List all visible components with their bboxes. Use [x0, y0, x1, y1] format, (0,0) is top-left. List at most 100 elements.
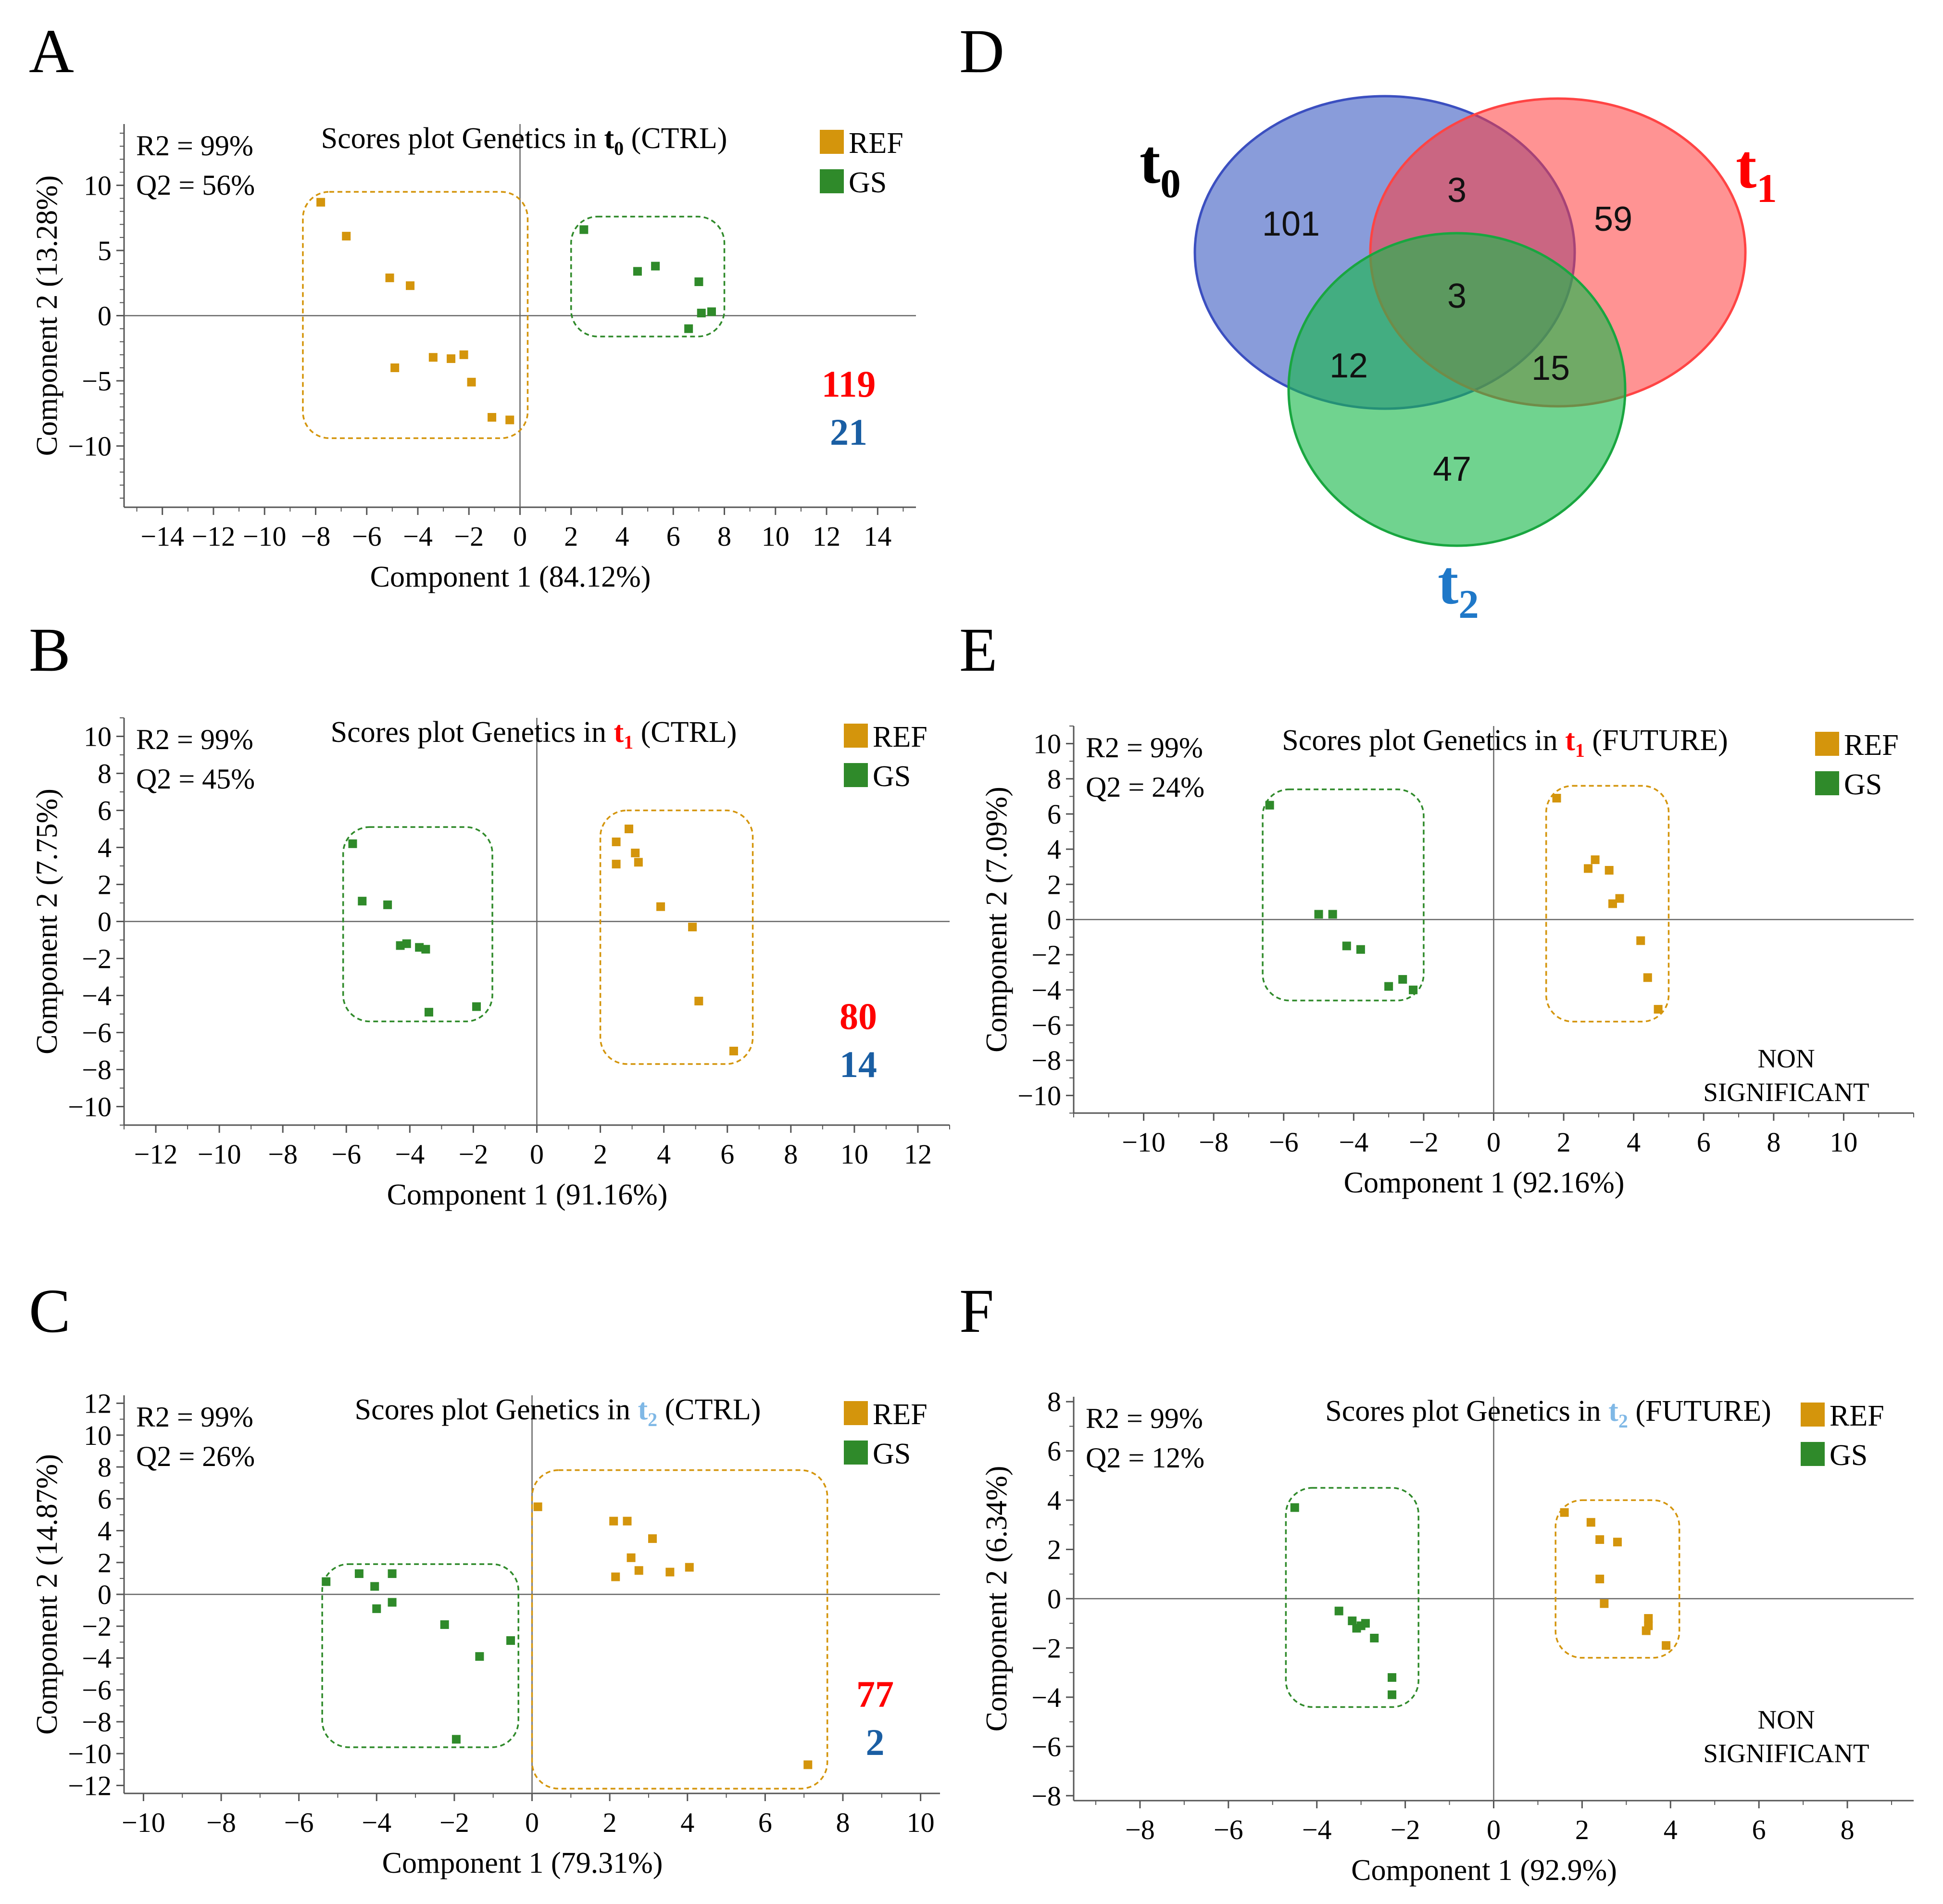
legend-label-gs: GS	[849, 166, 887, 199]
point-gs	[348, 839, 357, 848]
x-tick-label: −10	[122, 1807, 165, 1838]
x-tick-label: −4	[403, 521, 433, 552]
point-ref	[385, 273, 394, 282]
y-tick-label: −2	[82, 943, 112, 975]
chart-title: Scores plot Genetics in t1 (CTRL)	[331, 716, 737, 753]
title-t: t	[604, 122, 614, 155]
x-tick-label: 10	[762, 521, 790, 552]
point-ref	[406, 281, 415, 290]
y-axis-label: Component 2 (7.75%)	[31, 789, 63, 1054]
group-box-ref	[302, 191, 529, 439]
legend-swatch-ref	[820, 130, 844, 154]
point-ref	[729, 1047, 738, 1055]
legend-swatch-gs	[820, 169, 844, 193]
y-tick-label: 0	[1047, 904, 1061, 936]
stat-text: Q2 = 26%	[136, 1441, 255, 1472]
y-tick-label: −4	[1031, 1682, 1061, 1713]
venn-region-t1-only: 59	[1594, 200, 1632, 238]
x-tick-label: −10	[198, 1139, 241, 1170]
venn-region-t0-t1-t2: 3	[1447, 277, 1467, 315]
point-gs	[1348, 1616, 1357, 1626]
venn-label-t: t	[1438, 548, 1458, 617]
y-tick-label: −4	[1031, 975, 1061, 1006]
x-tick-label: 4	[615, 521, 629, 552]
x-tick-label: −6	[331, 1139, 361, 1170]
point-gs	[370, 1582, 379, 1591]
y-tick-label: 0	[98, 906, 112, 938]
group-box-gs	[1285, 1487, 1419, 1708]
x-tick-label: 2	[593, 1139, 607, 1170]
y-axis-label: Component 2 (7.09%)	[980, 787, 1013, 1052]
x-tick-label: −2	[459, 1139, 489, 1170]
x-tick-label: 4	[1627, 1127, 1641, 1158]
point-gs	[475, 1652, 484, 1661]
y-tick-label: −4	[82, 980, 112, 1012]
y-tick-label: 4	[1047, 1485, 1061, 1516]
point-gs	[694, 277, 703, 287]
venn-region-t0-t1: 3	[1447, 171, 1467, 210]
x-tick-label: 0	[1487, 1814, 1501, 1845]
point-gs	[1290, 1503, 1299, 1512]
title-sub: 2	[648, 1409, 657, 1430]
title-prefix: Scores plot Genetics in	[355, 1393, 638, 1426]
point-gs	[388, 1598, 397, 1607]
point-gs	[358, 897, 367, 906]
point-gs	[1334, 1606, 1343, 1616]
x-tick-label: 6	[1697, 1127, 1711, 1158]
y-tick-label: −6	[1031, 1010, 1061, 1041]
y-tick-label: 8	[1047, 1386, 1061, 1417]
y-tick-label: −6	[82, 1675, 112, 1706]
panel-letter-a: A	[29, 17, 74, 86]
x-tick-label: −14	[140, 521, 184, 552]
title-sub: 1	[1575, 739, 1585, 761]
x-tick-label: 0	[530, 1139, 544, 1170]
legend-label-gs: GS	[1844, 768, 1882, 801]
group-box-ref	[599, 809, 754, 1065]
point-ref	[625, 825, 634, 833]
y-tick-label: 6	[1047, 799, 1061, 830]
point-ref	[627, 1553, 636, 1562]
x-tick-label: 8	[1767, 1127, 1780, 1158]
sig-count-gs: 14	[840, 1043, 877, 1085]
venn-label-t0: t0	[1140, 127, 1181, 206]
venn-region-t0-t2: 12	[1329, 347, 1368, 385]
point-ref	[1584, 864, 1593, 873]
legend-swatch-ref	[1815, 732, 1839, 756]
y-tick-label: −12	[68, 1770, 112, 1801]
x-tick-label: −2	[439, 1807, 469, 1838]
venn-region-t1-t2: 15	[1531, 349, 1570, 388]
x-axis-label: Component 1 (92.9%)	[1351, 1854, 1617, 1887]
point-ref	[611, 1572, 620, 1581]
point-ref	[1600, 1599, 1609, 1608]
point-ref	[1605, 866, 1614, 875]
x-tick-label: 6	[1752, 1814, 1766, 1845]
point-ref	[1643, 973, 1652, 982]
point-gs	[1384, 982, 1393, 991]
x-tick-label: −6	[1214, 1814, 1243, 1845]
point-ref	[1615, 894, 1624, 903]
point-ref	[612, 860, 621, 869]
point-ref	[609, 1516, 618, 1526]
panel-letter-f: F	[959, 1277, 994, 1346]
stat-text: R2 = 99%	[136, 130, 253, 162]
venn-label-t2: t2	[1438, 548, 1479, 627]
title-prefix: Scores plot Genetics in	[1282, 724, 1565, 757]
point-ref	[648, 1534, 657, 1543]
x-tick-label: −10	[1122, 1127, 1166, 1158]
point-ref	[488, 413, 497, 422]
legend-swatch-ref	[844, 1401, 868, 1425]
legend-swatch-gs	[1801, 1442, 1825, 1466]
point-gs	[1265, 801, 1274, 810]
y-tick-label: −4	[82, 1642, 112, 1674]
point-ref	[1552, 794, 1561, 803]
y-axis-label: Component 2 (13.28%)	[31, 175, 63, 456]
title-suffix: (FUTURE)	[1628, 1395, 1771, 1428]
panel-c: −10 −8 −6 −4 −2 0 2 4 6 8 10−12−10−8−6−4−202468101…	[31, 1388, 940, 1879]
point-ref	[665, 1567, 675, 1577]
chart-title: Scores plot Genetics in t2 (CTRL)	[355, 1393, 761, 1430]
panel-letter-c: C	[29, 1277, 71, 1346]
point-gs	[372, 1604, 381, 1613]
point-gs	[1314, 910, 1323, 919]
point-gs	[388, 1569, 397, 1578]
x-tick-label: −4	[1339, 1127, 1368, 1158]
